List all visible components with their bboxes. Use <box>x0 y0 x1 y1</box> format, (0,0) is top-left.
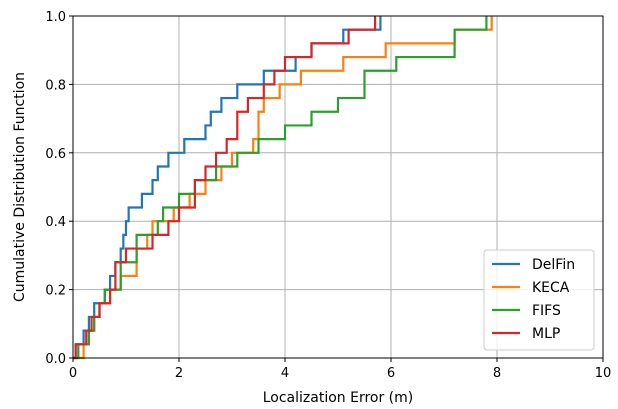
y-tick-label: 0.2 <box>45 284 66 299</box>
x-tick-label: 4 <box>281 366 289 381</box>
legend-label-mlp: MLP <box>532 326 560 342</box>
legend-label-delfin: DelFin <box>532 257 575 273</box>
legend-label-fifs: FIFS <box>532 303 561 319</box>
y-tick-label: 0.0 <box>45 352 66 367</box>
x-tick-label: 2 <box>175 366 183 381</box>
series-line-delfin <box>73 16 382 360</box>
legend: DelFin KECA FIFS MLP <box>483 249 595 351</box>
x-tick-label: 8 <box>493 366 501 381</box>
y-tick-label: 0.4 <box>45 215 66 230</box>
x-tick-label: 10 <box>595 366 612 381</box>
legend-box <box>483 249 595 351</box>
y-tick-label: 0.8 <box>45 78 66 93</box>
y-axis-label: Cumulative Distribution Function <box>12 72 28 302</box>
x-tick-label: 0 <box>69 366 77 381</box>
x-axis-label: Localization Error (m) <box>263 390 414 406</box>
axis-ticks: 0 2 4 6 8 10 0.0 0.2 0.4 0.6 0.8 1.0 <box>45 10 611 381</box>
plot-frame <box>72 15 604 359</box>
y-tick-label: 1.0 <box>45 10 66 25</box>
series-lines <box>73 16 493 360</box>
legend-label-keca: KECA <box>532 280 570 296</box>
y-tick-label: 0.6 <box>45 147 66 162</box>
series-line-mlp <box>73 16 377 360</box>
x-tick-label: 6 <box>387 366 395 381</box>
